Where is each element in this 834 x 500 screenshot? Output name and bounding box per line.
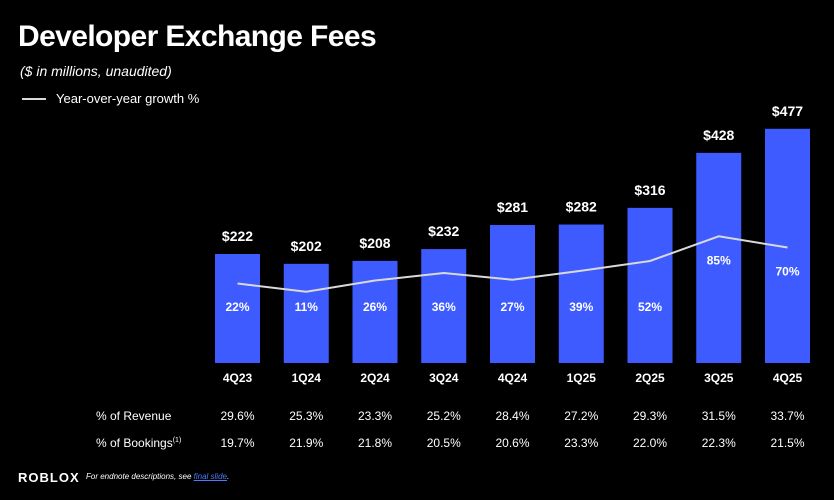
bookings-value: 21.8% (358, 436, 392, 450)
legend: Year-over-year growth % (22, 91, 199, 106)
bar-3Q24 (421, 249, 467, 363)
bar-4Q23 (215, 253, 260, 363)
page-title: Developer Exchange Fees (18, 20, 377, 53)
revenue-value: 31.5% (702, 409, 736, 423)
legend-label: Year-over-year growth % (56, 91, 200, 106)
page-subtitle: ($ in millions, unaudited) (20, 63, 172, 79)
revenue-value: 25.2% (427, 409, 461, 423)
roblox-logo: ROBLOX (18, 470, 80, 485)
legend-line-swatch (22, 97, 46, 100)
bookings-value: 19.7% (220, 436, 254, 450)
x-tick-label: 2Q25 (635, 371, 665, 385)
x-tick-label: 1Q25 (567, 371, 597, 385)
bar-value-label: $232 (428, 223, 459, 239)
bookings-footnote: (1) (172, 437, 182, 444)
bar-2Q25 (627, 207, 673, 363)
growth-label: 26% (363, 300, 387, 314)
bar-value-label: $428 (703, 127, 734, 143)
bar-value-label: $316 (634, 182, 665, 198)
bookings-value: 22.0% (633, 436, 667, 450)
x-tick-label: 3Q24 (429, 371, 459, 385)
bookings-row-label: % of Bookings(1) (96, 436, 181, 450)
growth-label: 11% (295, 300, 319, 314)
bar-value-label: $477 (772, 103, 803, 119)
x-tick-label: 2Q24 (360, 371, 390, 385)
bar-value-label: $282 (566, 199, 597, 215)
growth-label: 85% (707, 253, 731, 267)
growth-label: 70% (775, 265, 799, 279)
x-tick-label: 4Q25 (773, 371, 803, 385)
bookings-value: 22.3% (702, 436, 736, 450)
x-tick-label: 4Q24 (498, 371, 528, 385)
revenue-value: 29.3% (633, 409, 667, 423)
revenue-value: 28.4% (495, 409, 529, 423)
x-tick-label: 4Q23 (223, 371, 253, 385)
x-tick-label: 1Q24 (292, 371, 322, 385)
growth-label: 22% (225, 300, 249, 314)
final-slide-link[interactable]: final slide (193, 472, 227, 481)
bar-value-label: $281 (497, 199, 528, 215)
bookings-value: 21.9% (289, 436, 323, 450)
revenue-value: 25.3% (289, 409, 323, 423)
footer-note: For endnote descriptions, see final slid… (86, 472, 229, 481)
footer-note-text: For endnote descriptions, see (86, 472, 194, 481)
bar-4Q24 (490, 225, 535, 363)
bookings-value: 20.6% (495, 436, 529, 450)
growth-label: 52% (638, 300, 662, 314)
bookings-value: 20.5% (427, 436, 461, 450)
bar-1Q24 (283, 263, 329, 363)
footer-note-end: . (226, 472, 230, 481)
revenue-value: 29.6% (220, 409, 254, 423)
bar-1Q25 (558, 224, 604, 363)
revenue-value: 23.3% (358, 409, 392, 423)
revenue-value: 27.2% (564, 409, 598, 423)
revenue-value: 33.7% (770, 409, 804, 423)
bookings-value: 21.5% (770, 436, 804, 450)
growth-label: 36% (432, 300, 456, 314)
growth-label: 39% (569, 300, 593, 314)
growth-label: 27% (500, 300, 524, 314)
revenue-row-label: % of Revenue (96, 409, 172, 423)
bar-value-label: $222 (222, 228, 253, 244)
bookings-value: 23.3% (564, 436, 598, 450)
bar-value-label: $202 (291, 238, 322, 254)
growth-line (237, 235, 788, 293)
x-tick-label: 3Q25 (704, 371, 734, 385)
bar-3Q25 (696, 152, 742, 363)
bookings-row-label-text: % of Bookings (96, 436, 173, 450)
bar-value-label: $208 (359, 235, 390, 251)
